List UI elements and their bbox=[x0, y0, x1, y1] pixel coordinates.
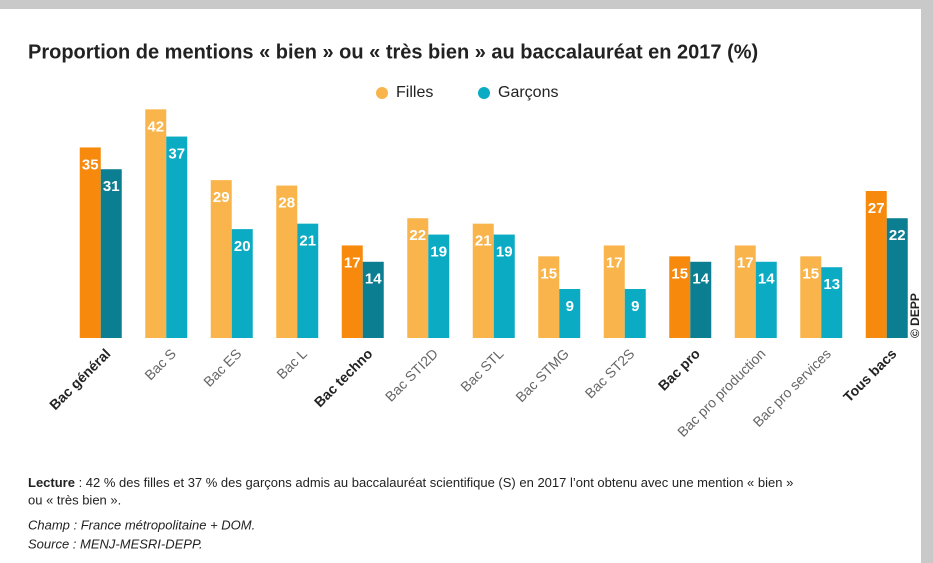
value-label: 14 bbox=[365, 271, 382, 288]
bar bbox=[734, 245, 756, 338]
chart-title: Proportion de mentions « bien » ou « trè… bbox=[28, 41, 758, 63]
value-label: 17 bbox=[606, 254, 623, 271]
note-label: Lecture bbox=[28, 475, 75, 490]
value-label: 14 bbox=[692, 271, 709, 288]
value-label: 19 bbox=[496, 244, 513, 261]
bar bbox=[100, 169, 122, 338]
legend-label: Filles bbox=[396, 84, 433, 101]
frame-top bbox=[0, 0, 933, 9]
value-label: 9 bbox=[631, 298, 639, 315]
bar bbox=[559, 289, 581, 338]
bar bbox=[821, 267, 843, 338]
value-label: 13 bbox=[823, 276, 840, 293]
bar bbox=[669, 256, 691, 338]
value-label: 31 bbox=[103, 178, 120, 195]
bar bbox=[865, 191, 887, 338]
note-text: : 42 % des filles et 37 % des garçons ad… bbox=[75, 475, 793, 490]
bar bbox=[800, 256, 822, 338]
value-label: 19 bbox=[430, 244, 447, 261]
value-label: 14 bbox=[758, 271, 775, 288]
bar bbox=[624, 289, 646, 338]
value-label: 21 bbox=[299, 233, 316, 250]
bar bbox=[755, 261, 777, 338]
note-source: Source : MENJ-MESRI-DEPP. bbox=[28, 536, 203, 551]
bar bbox=[603, 245, 625, 338]
bar bbox=[428, 234, 450, 338]
bar bbox=[145, 109, 167, 338]
value-label: 37 bbox=[168, 146, 185, 163]
value-label: 22 bbox=[889, 227, 906, 244]
bar bbox=[538, 256, 560, 338]
bar bbox=[79, 147, 101, 338]
bar bbox=[297, 223, 319, 338]
bar bbox=[210, 180, 232, 338]
bar bbox=[341, 245, 363, 338]
bar bbox=[407, 218, 429, 338]
value-label: 42 bbox=[147, 118, 164, 135]
credit: © DEPP bbox=[908, 293, 922, 338]
bar bbox=[886, 218, 908, 338]
bar bbox=[166, 136, 188, 338]
note-text: ou « très bien ». bbox=[28, 492, 121, 507]
value-label: 17 bbox=[344, 254, 361, 271]
value-label: 9 bbox=[566, 298, 574, 315]
bar bbox=[231, 229, 253, 338]
note-lecture: Lecture : 42 % des filles et 37 % des ga… bbox=[28, 475, 793, 490]
bar bbox=[362, 261, 384, 338]
value-label: 22 bbox=[409, 227, 426, 244]
value-label: 27 bbox=[868, 200, 885, 217]
value-label: 28 bbox=[278, 195, 295, 212]
value-label: 35 bbox=[82, 156, 99, 173]
bar bbox=[493, 234, 515, 338]
bar bbox=[690, 261, 712, 338]
legend-label: Garçons bbox=[498, 84, 558, 101]
value-label: 17 bbox=[737, 254, 754, 271]
value-label: 15 bbox=[540, 265, 557, 282]
frame-right bbox=[921, 0, 933, 563]
legend-swatch bbox=[478, 87, 490, 99]
value-label: 20 bbox=[234, 238, 251, 255]
bar bbox=[276, 185, 298, 338]
legend-swatch bbox=[376, 87, 388, 99]
value-label: 15 bbox=[671, 265, 688, 282]
value-label: 21 bbox=[475, 233, 492, 250]
note-champ: Champ : France métropolitaine + DOM. bbox=[28, 517, 255, 532]
value-label: 15 bbox=[802, 265, 819, 282]
bar bbox=[472, 223, 494, 338]
value-label: 29 bbox=[213, 189, 230, 206]
